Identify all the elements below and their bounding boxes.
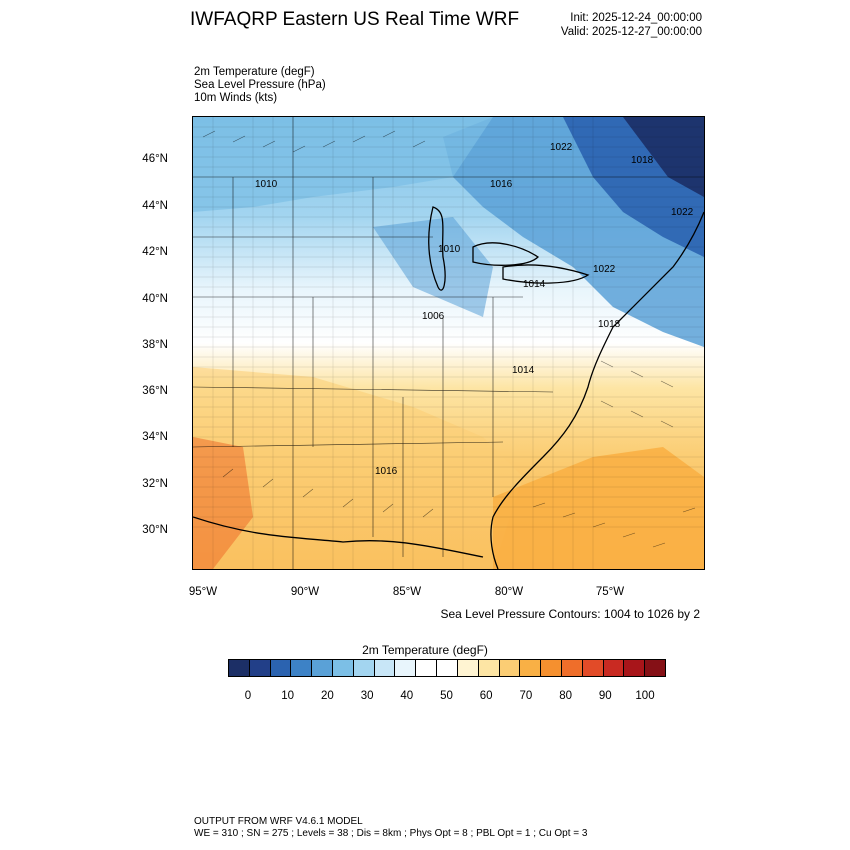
colorbar-title: 2m Temperature (degF)	[362, 643, 488, 657]
lat-label: 46°N	[142, 153, 168, 165]
pressure-label: 1022	[593, 264, 616, 275]
colorbar-swatch	[623, 659, 646, 677]
colorbar-tick-label: 20	[320, 690, 334, 702]
lat-label: 36°N	[142, 385, 168, 397]
colorbar-swatch	[228, 659, 250, 677]
colorbar-swatch	[477, 659, 500, 677]
pressure-label: 1018	[598, 319, 621, 330]
colorbar-swatch	[644, 659, 666, 677]
colorbar-tick-label: 90	[598, 690, 612, 702]
pressure-label: 1006	[422, 311, 445, 322]
lat-label: 44°N	[142, 200, 168, 212]
pressure-label: 1022	[550, 142, 573, 153]
lat-label: 42°N	[142, 246, 168, 258]
colorbar	[228, 659, 666, 677]
colorbar-swatch	[311, 659, 334, 677]
colorbar-swatch	[415, 659, 438, 677]
valid-time: Valid: 2025-12-27_00:00:00	[560, 26, 702, 38]
colorbar-tick-label: 40	[400, 690, 414, 702]
slp-contour-note: Sea Level Pressure Contours: 1004 to 102…	[440, 607, 701, 621]
colorbar-tick-label: 10	[281, 690, 295, 702]
colorbar-swatch	[519, 659, 542, 677]
colorbar-swatch	[498, 659, 521, 677]
colorbar-tick-label: 50	[440, 690, 453, 702]
pressure-label: 1016	[490, 179, 513, 190]
weather-map: 1022 1016 1010 1022 1010 1022 1006 1018 …	[192, 116, 705, 570]
lon-label: 85°W	[392, 586, 422, 598]
pressure-label: 1014	[512, 365, 535, 376]
model-info: OUTPUT FROM WRF V4.6.1 MODEL	[194, 816, 363, 827]
init-time: Init: 2025-12-24_00:00:00	[570, 12, 702, 24]
colorbar-swatch	[373, 659, 396, 677]
colorbar-swatch	[269, 659, 292, 677]
lat-label: 38°N	[142, 339, 168, 351]
map-canvas: 1022 1016 1010 1022 1010 1022 1006 1018 …	[193, 117, 704, 569]
colorbar-swatch	[581, 659, 604, 677]
colorbar-swatch	[352, 659, 375, 677]
wind-barbs	[202, 130, 696, 548]
colorbar-tick-label: 80	[559, 690, 572, 702]
lat-label: 40°N	[142, 293, 168, 305]
colorbar-swatch	[332, 659, 354, 677]
pressure-label: 1010	[255, 179, 278, 190]
colorbar-tick-label: 100	[635, 690, 655, 702]
colorbar-swatch	[456, 659, 479, 677]
colorbar-swatch	[436, 659, 458, 677]
field-label-temperature: 2m Temperature (degF)	[194, 66, 315, 78]
lon-label: 75°W	[595, 586, 625, 598]
colorbar-swatch	[290, 659, 313, 677]
colorbar-swatch	[394, 659, 417, 677]
colorbar-tick-label: 60	[479, 690, 493, 702]
pressure-label: 1022	[671, 207, 694, 218]
colorbar-swatch	[248, 659, 271, 677]
field-label-pressure: Sea Level Pressure (hPa)	[194, 79, 326, 91]
lat-label: 30°N	[142, 524, 168, 536]
colorbar-swatch	[540, 659, 562, 677]
model-config: WE = 310 ; SN = 275 ; Levels = 38 ; Dis …	[194, 828, 588, 839]
plot-title: IWFAQRP Eastern US Real Time WRF	[190, 9, 520, 30]
lon-label: 90°W	[290, 586, 320, 598]
colorbar-tick-label: 0	[244, 690, 252, 702]
lon-label: 95°W	[188, 586, 218, 598]
pressure-label: 1018	[631, 155, 654, 166]
colorbar-swatch	[560, 659, 583, 677]
colorbar-swatch	[602, 659, 625, 677]
lat-label: 34°N	[142, 431, 168, 443]
field-label-winds: 10m Winds (kts)	[194, 92, 278, 104]
lat-label: 32°N	[142, 478, 168, 490]
colorbar-tick-label: 30	[360, 690, 374, 702]
pressure-label: 1016	[375, 466, 398, 477]
pressure-label: 1010	[438, 244, 461, 255]
pressure-label: 1014	[523, 279, 546, 290]
colorbar-tick-label: 70	[519, 690, 533, 702]
lon-label: 80°W	[494, 586, 524, 598]
